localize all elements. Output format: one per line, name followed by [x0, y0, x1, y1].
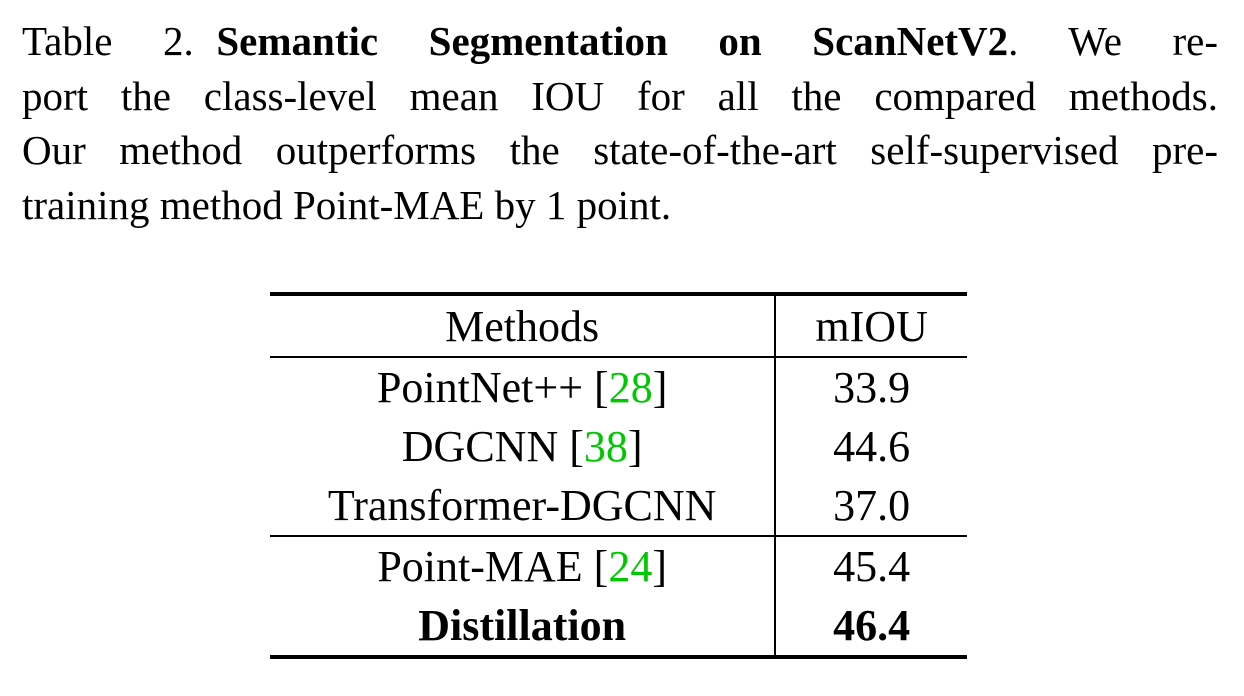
method-name: Point-MAE [ — [377, 542, 609, 591]
method-name: PointNet++ [ — [376, 363, 609, 412]
method-name: Transformer-DGCNN — [327, 481, 717, 530]
citation-bracket: ] — [652, 363, 668, 412]
caption-text-1: We re- — [1018, 18, 1218, 64]
method-name: Distillation — [418, 601, 627, 650]
table-row: Point-MAE [24] 45.4 — [270, 535, 967, 596]
method-cell: DGCNN [38] — [270, 417, 777, 476]
method-cell: PointNet++ [28] — [270, 357, 777, 417]
table-row: PointNet++ [28] 33.9 — [270, 357, 967, 417]
baseline-group: PointNet++ [28] 33.9 DGCNN [38] 44.6 Tra… — [270, 357, 967, 536]
method-cell: Transformer-DGCNN — [270, 476, 777, 536]
miou-cell: 45.4 — [775, 535, 967, 596]
table-header-row: Methods mIOU — [270, 294, 967, 357]
caption-label: Table 2. — [22, 18, 194, 64]
citation-bracket: ] — [627, 422, 643, 471]
header-methods: Methods — [270, 294, 777, 357]
header-miou: mIOU — [815, 301, 928, 351]
method-cell: Point-MAE [24] — [270, 535, 777, 596]
citation-link[interactable]: 24 — [608, 542, 653, 591]
table-row: DGCNN [38] 44.6 — [270, 417, 967, 476]
table-row-best: Distillation 46.4 — [270, 596, 967, 657]
citation-link[interactable]: 28 — [608, 363, 653, 412]
miou-cell: 33.9 — [833, 363, 911, 412]
method-cell: Distillation — [270, 596, 777, 657]
caption-title-end: . — [1008, 18, 1019, 64]
pretraining-group: Point-MAE [24] 45.4 Distillation 46.4 — [270, 535, 967, 657]
results-table: Methods mIOU PointNet++ [28] 33.9 DGCNN … — [270, 292, 967, 659]
caption-title: Semantic Segmentation on ScanNetV2 — [216, 18, 1009, 64]
miou-cell: 44.6 — [833, 422, 911, 471]
citation-link[interactable]: 38 — [583, 422, 628, 471]
method-name: DGCNN [ — [401, 422, 584, 471]
citation-bracket: ] — [652, 542, 667, 591]
caption-line-3: Our method outperforms the state-of-the-… — [22, 127, 1218, 173]
results-table-container: Methods mIOU PointNet++ [28] 33.9 DGCNN … — [270, 292, 967, 659]
miou-cell: 37.0 — [833, 481, 911, 530]
miou-cell: 46.4 — [833, 601, 911, 650]
caption-line-4: training method Point-MAE by 1 point. — [22, 181, 672, 228]
caption-line-1: Table 2. Semantic Segmentation on ScanNet… — [22, 14, 1218, 69]
caption-line-2: port the class-level mean IOU for all th… — [22, 72, 1218, 119]
table-caption: Table 2. Semantic Segmentation on ScanNet… — [22, 14, 1218, 232]
table-row: Transformer-DGCNN 37.0 — [270, 476, 967, 536]
